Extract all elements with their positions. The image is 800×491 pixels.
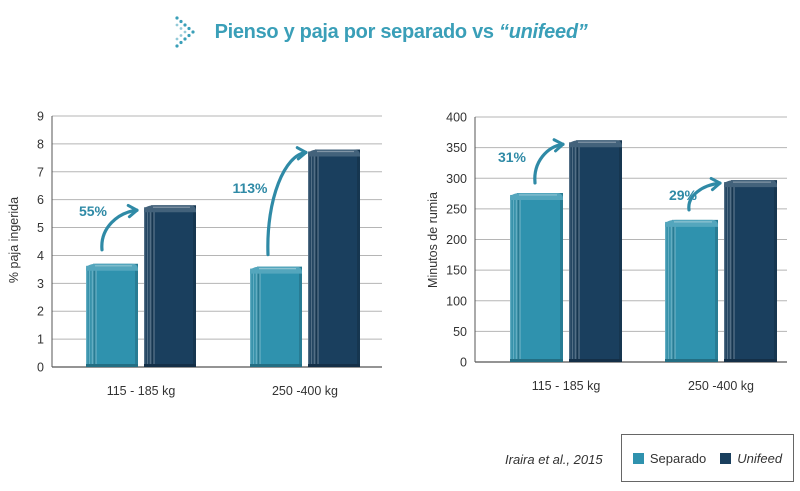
y-tick-label: 6 [37,193,44,207]
bar-separado-2 [250,266,302,367]
increase-arrow [533,138,565,185]
y-tick-label: 150 [446,264,467,278]
bar-unifeed-2 [308,149,360,367]
percent-increase-label: 113% [232,180,268,196]
increase-arrow [687,176,722,212]
increase-arrow [266,146,308,257]
bar-unifeed-1 [569,140,622,362]
legend-swatch-unifeed [720,452,732,464]
percent-increase-label: 29% [669,187,698,203]
legend-label-unifeed: Unifeed [737,450,783,466]
bar-separado-1 [510,192,563,362]
y-tick-label: 4 [37,249,44,263]
y-tick-label: 250 [446,202,467,216]
legend-swatch-separado [632,452,644,464]
page-title: Pienso y paja por separado vs “unifeed” [214,20,588,43]
y-tick-label: 400 [446,111,467,125]
x-tick-label: 115 - 185 kg [107,384,176,398]
bar-separado-2 [665,219,718,362]
legend-item-unifeed: Unifeed [720,451,782,466]
citation: Iraira et al., 2015 [505,452,603,467]
legend-item-separado: Separado [632,450,707,466]
y-tick-label: 5 [37,221,44,235]
increase-arrow [100,203,139,252]
percent-increase-label: 55% [79,203,108,219]
x-tick-label: 250 -400 kg [688,379,754,393]
y-tick-label: 2 [37,305,44,319]
y-tick-label: 0 [460,356,467,370]
y-tick-label: 7 [37,165,44,179]
bar-unifeed-2 [724,180,777,362]
bar-unifeed-1 [144,205,196,367]
y-tick-label: 200 [446,233,467,247]
legend-label-separado: Separado [649,450,707,466]
legend: Separado Unifeed [621,434,794,482]
y-tick-label: 8 [37,137,44,151]
y-tick-label: 350 [446,141,467,155]
y-tick-label: 9 [37,110,44,124]
x-tick-label: 250 -400 kg [272,384,338,398]
chevron-right-icon [174,16,195,48]
percent-increase-label: 31% [498,149,527,165]
y-tick-label: 3 [37,277,44,291]
y-tick-label: 0 [37,361,44,375]
title-row: Pienso y paja por separado vs “unifeed” [0,12,800,52]
title-emphasis: unifeed [508,20,578,43]
y-tick-label: 300 [446,172,467,186]
y-tick-label: 1 [37,333,44,347]
y-axis-label: Minutos de rumia [426,192,440,288]
y-tick-label: 100 [446,294,467,308]
bar-separado-1 [86,263,138,367]
y-tick-label: 50 [453,325,467,339]
x-tick-label: 115 - 185 kg [532,379,601,393]
y-axis-label: % paja ingerida [7,197,21,283]
